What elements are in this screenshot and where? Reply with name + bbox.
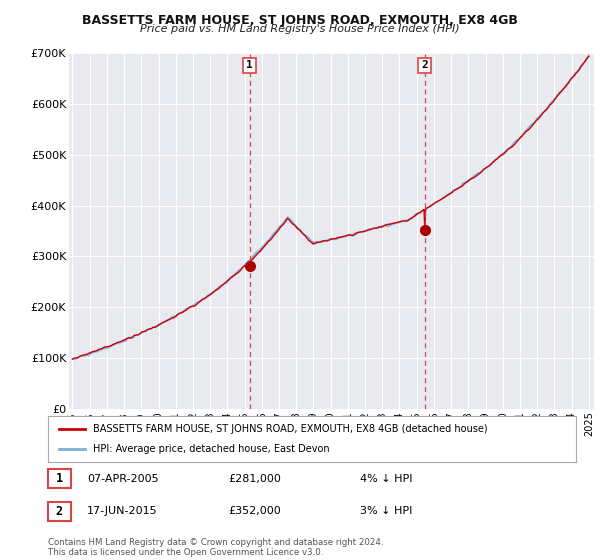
Text: 2: 2 <box>56 505 63 518</box>
Text: Contains HM Land Registry data © Crown copyright and database right 2024.
This d: Contains HM Land Registry data © Crown c… <box>48 538 383 557</box>
Text: 1: 1 <box>56 472 63 486</box>
Text: BASSETTS FARM HOUSE, ST JOHNS ROAD, EXMOUTH, EX8 4GB: BASSETTS FARM HOUSE, ST JOHNS ROAD, EXMO… <box>82 14 518 27</box>
Text: £281,000: £281,000 <box>228 474 281 484</box>
Text: 17-JUN-2015: 17-JUN-2015 <box>87 506 158 516</box>
Text: 07-APR-2005: 07-APR-2005 <box>87 474 158 484</box>
Text: HPI: Average price, detached house, East Devon: HPI: Average price, detached house, East… <box>93 444 329 454</box>
Text: 3% ↓ HPI: 3% ↓ HPI <box>360 506 412 516</box>
Text: 2: 2 <box>421 60 428 71</box>
Text: BASSETTS FARM HOUSE, ST JOHNS ROAD, EXMOUTH, EX8 4GB (detached house): BASSETTS FARM HOUSE, ST JOHNS ROAD, EXMO… <box>93 424 488 434</box>
Text: £352,000: £352,000 <box>228 506 281 516</box>
Text: 4% ↓ HPI: 4% ↓ HPI <box>360 474 413 484</box>
Text: Price paid vs. HM Land Registry's House Price Index (HPI): Price paid vs. HM Land Registry's House … <box>140 24 460 34</box>
Text: 1: 1 <box>246 60 253 71</box>
